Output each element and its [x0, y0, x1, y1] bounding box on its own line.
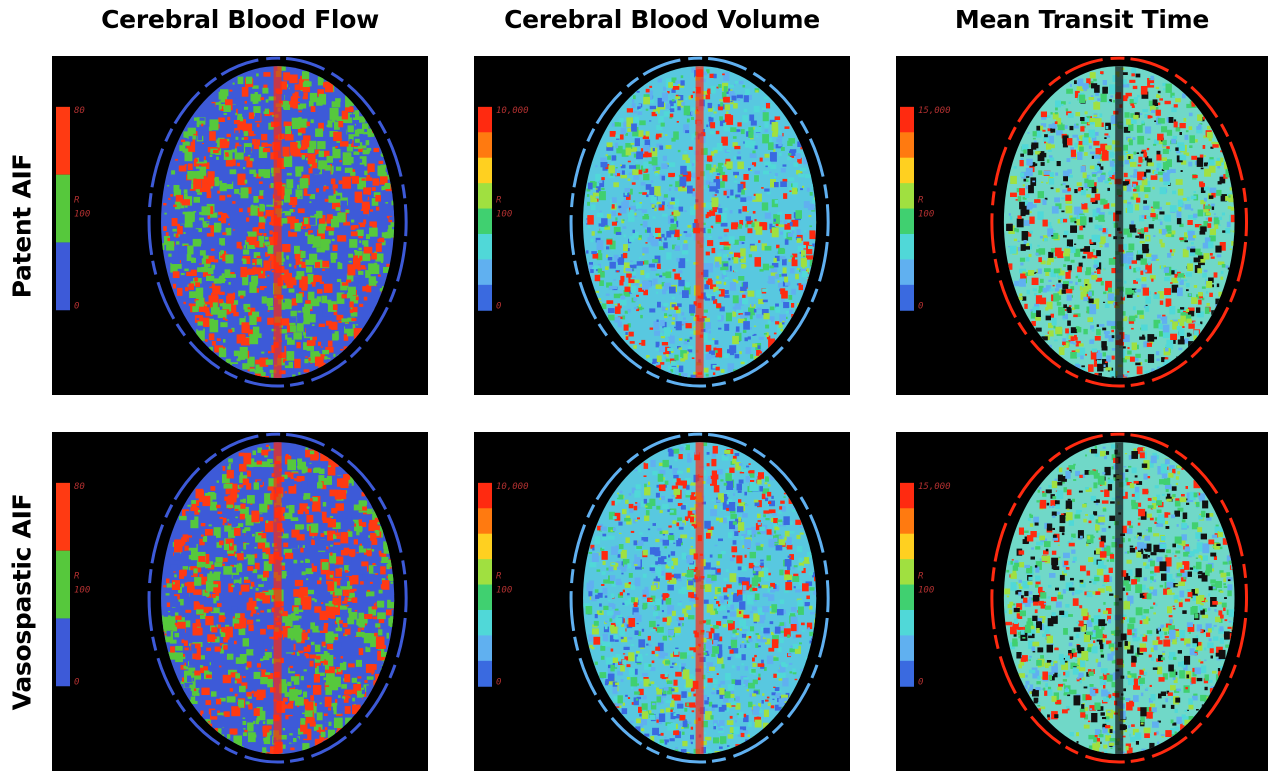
scale-min-label: 0 — [74, 301, 79, 311]
scale-max-label: 15,000 — [918, 106, 951, 116]
scale-mid-label: R — [918, 572, 924, 582]
panel-patent-cbv: 10,000 R 100 0 — [474, 56, 850, 395]
skull-outline — [147, 56, 408, 388]
skull-outline — [990, 432, 1249, 764]
row-title-patent-text: Patent AIF — [7, 153, 37, 298]
brain-tissue — [583, 66, 817, 379]
panel-patent-cbf: 80 R 100 0 — [52, 56, 428, 395]
color-scale-bar — [900, 482, 914, 687]
skull-outline — [569, 56, 830, 388]
scale-mid2-label: 100 — [74, 586, 90, 596]
brain-tissue — [161, 66, 395, 379]
scale-min-label: 0 — [496, 301, 501, 311]
scale-mid-label: R — [496, 196, 502, 206]
mtt-map-image: 15,000 R 100 0 — [900, 432, 1249, 764]
brain-tissue — [1003, 66, 1235, 379]
scale-max-label: 15,000 — [918, 482, 951, 492]
row-title-vasospastic: Vasospastic AIF — [0, 432, 44, 771]
column-title-cbf: Cerebral Blood Flow — [101, 5, 379, 34]
cbv-map-image: 10,000 R 100 0 — [478, 432, 830, 764]
row-title-vasospastic-text: Vasospastic AIF — [7, 493, 37, 710]
scale-min-label: 0 — [918, 301, 923, 311]
panel-vasospastic-cbv: 10,000 R 100 0 — [474, 432, 850, 771]
color-scale-bar — [900, 106, 914, 311]
column-title-mtt: Mean Transit Time — [954, 5, 1210, 34]
scale-mid2-label: 100 — [74, 210, 90, 220]
scale-min-label: 0 — [74, 677, 79, 687]
scale-min-label: 0 — [496, 677, 501, 687]
scale-mid2-label: 100 — [496, 210, 512, 220]
scale-min-label: 0 — [918, 677, 923, 687]
panel-vasospastic-cbf: 80 R 100 0 — [52, 432, 428, 771]
scale-max-label: 10,000 — [496, 482, 529, 492]
cbv-map-image: 10,000 R 100 0 — [478, 56, 830, 388]
panel-vasospastic-mtt: 15,000 R 100 0 — [896, 432, 1268, 771]
scale-mid-label: R — [918, 196, 924, 206]
brain-tissue — [161, 442, 395, 755]
cbf-map-image: 80 R 100 0 — [56, 432, 408, 764]
column-title-cbv: Cerebral Blood Volume — [504, 5, 820, 34]
scale-mid-label: R — [496, 572, 502, 582]
scale-max-label: 80 — [74, 106, 85, 116]
brain-tissue — [583, 442, 817, 755]
scale-mid-label: R — [74, 196, 80, 206]
scale-mid2-label: 100 — [918, 210, 934, 220]
color-scale-bar — [478, 106, 492, 311]
cbf-map-image: 80 R 100 0 — [56, 56, 408, 388]
color-scale-bar — [478, 482, 492, 687]
scale-max-label: 10,000 — [496, 106, 529, 116]
panel-patent-mtt: 15,000 R 100 0 — [896, 56, 1268, 395]
skull-outline — [569, 432, 830, 764]
color-scale-bar — [56, 106, 70, 311]
skull-outline — [990, 56, 1249, 388]
brain-tissue — [1003, 442, 1235, 755]
skull-outline — [147, 432, 408, 764]
mtt-map-image: 15,000 R 100 0 — [900, 56, 1249, 388]
scale-mid2-label: 100 — [918, 586, 934, 596]
color-scale-bar — [56, 482, 70, 687]
row-title-patent: Patent AIF — [0, 56, 44, 395]
scale-max-label: 80 — [74, 482, 85, 492]
scale-mid-label: R — [74, 572, 80, 582]
scale-mid2-label: 100 — [496, 586, 512, 596]
